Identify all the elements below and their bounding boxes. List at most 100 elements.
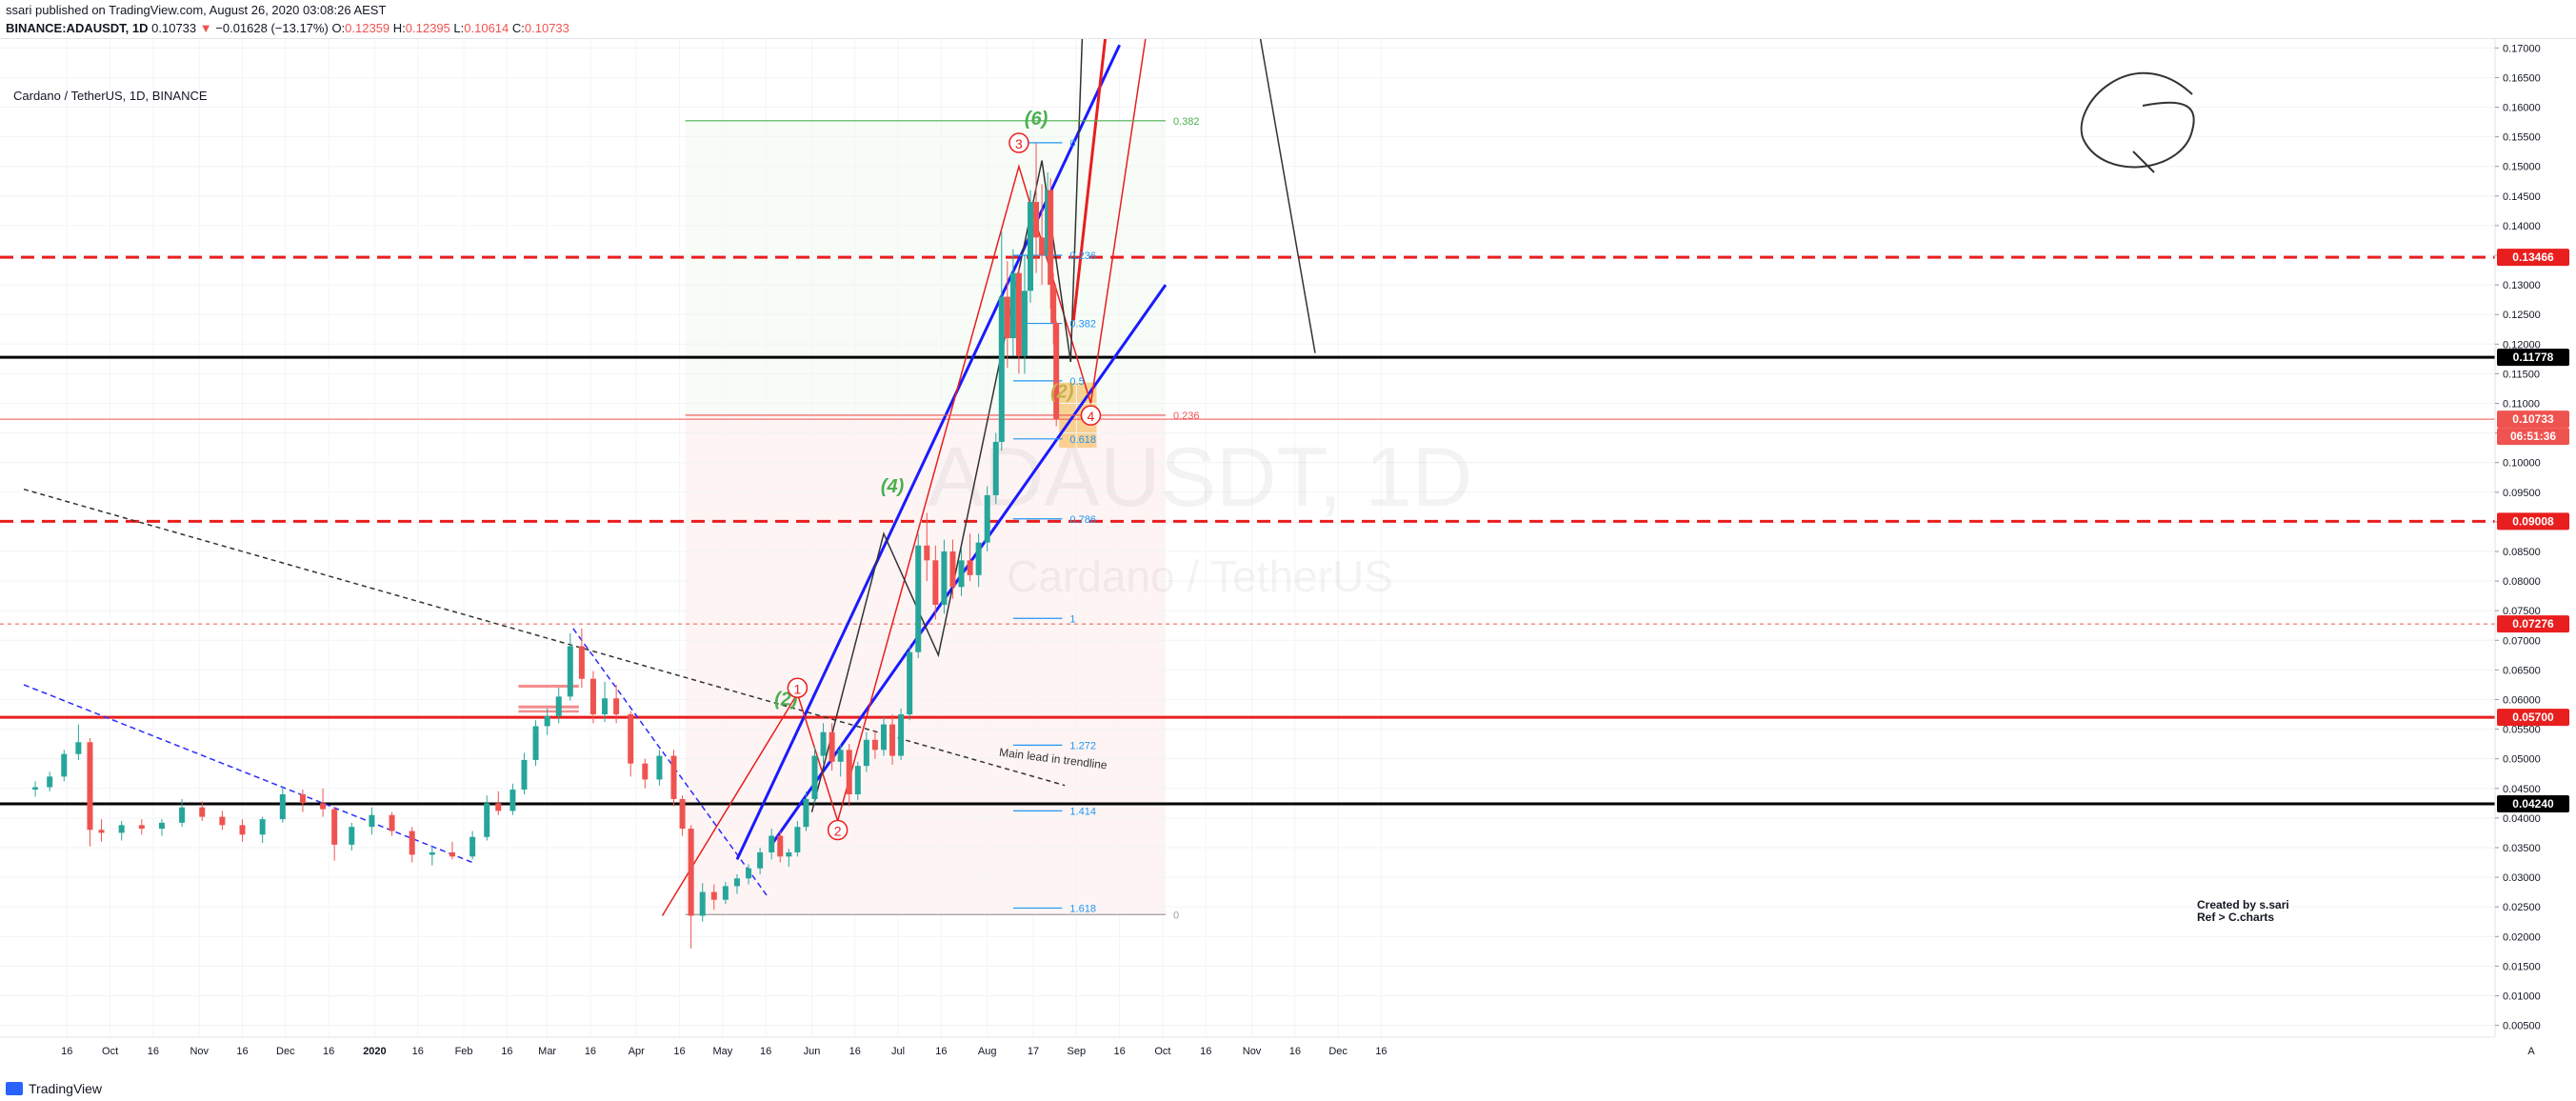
- candle-body: [602, 698, 609, 715]
- credit-note: Created by s.sari Ref > C.charts: [2197, 899, 2289, 924]
- y-tick-label: 0.12000: [2503, 339, 2541, 350]
- fib-level-label: 0.236: [1069, 250, 1096, 262]
- x-tick-label: 16: [673, 1046, 685, 1057]
- y-tick-label: 0.03500: [2503, 843, 2541, 854]
- y-tick-label: 0.13000: [2503, 280, 2541, 291]
- candle-body: [219, 816, 226, 826]
- y-tick-label: 0.05500: [2503, 725, 2541, 736]
- candle-body: [158, 822, 165, 830]
- candle-body: [628, 714, 634, 764]
- y-tick-label: 0.08500: [2503, 547, 2541, 558]
- wave-label: (2): [1050, 381, 1074, 402]
- dashed-blue-trendline-2: [572, 628, 769, 899]
- y-tick-label: 0.15000: [2503, 162, 2541, 173]
- credit-line-2: Ref > C.charts: [2197, 911, 2275, 924]
- candle-body: [369, 814, 375, 828]
- down-arrow-icon: ▼: [199, 21, 212, 35]
- y-tick-label: 0.16000: [2503, 103, 2541, 114]
- candle-body: [854, 766, 861, 794]
- candle-body: [949, 550, 956, 588]
- open-label: O:: [331, 21, 346, 35]
- candle-body: [429, 851, 435, 855]
- fib-extension-label: 0.382: [1173, 116, 1200, 128]
- y-tick-label: 0.09500: [2503, 488, 2541, 499]
- chart-area[interactable]: ADAUSDT, 1D Cardano / TetherUS Main lead …: [0, 38, 2576, 1087]
- candle-body: [279, 793, 286, 820]
- chart-header: ssari published on TradingView.com, Augu…: [0, 0, 2576, 38]
- countdown-label: 06:51:36: [2510, 430, 2556, 443]
- price-label-box: [2497, 794, 2569, 812]
- candle-body: [32, 787, 39, 791]
- candle-body: [967, 560, 973, 575]
- fib-level-label: 0.618: [1069, 434, 1096, 446]
- candle-body: [880, 724, 887, 751]
- y-tick-label: 0.10000: [2503, 458, 2541, 470]
- candle-body: [484, 803, 490, 837]
- y-tick-label: 0.16500: [2503, 72, 2541, 84]
- y-tick-label: 0.06000: [2503, 694, 2541, 706]
- candle-body: [449, 851, 455, 857]
- price-label: 0.05700: [2512, 711, 2554, 724]
- x-tick-label: 16: [412, 1046, 424, 1057]
- y-tick-label: 0.08000: [2503, 576, 2541, 588]
- price-label-box: [2497, 249, 2569, 267]
- candle-body: [613, 698, 620, 715]
- candle-body: [907, 651, 913, 715]
- y-tick-label: 0.06500: [2503, 665, 2541, 676]
- y-tick-label: 0.02500: [2503, 902, 2541, 913]
- x-tick-label: 16: [935, 1046, 947, 1057]
- fib-level-label: 0.786: [1069, 514, 1096, 526]
- fib-level-label: 1: [1069, 613, 1075, 625]
- y-tick-label: 0.04000: [2503, 813, 2541, 825]
- fib-zone-lower: [685, 414, 1166, 915]
- x-tick-label: Mar: [538, 1046, 556, 1057]
- candle-body: [567, 646, 573, 697]
- candle-body: [898, 714, 905, 756]
- candle-body: [889, 724, 896, 756]
- wave-label-circle: [1080, 405, 1102, 426]
- x-tick-label: 16: [760, 1046, 771, 1057]
- low-value: 0.10614: [464, 21, 509, 35]
- x-tick-label: Jul: [891, 1046, 905, 1057]
- candle-body: [863, 739, 869, 767]
- fib-level-label: 1.618: [1069, 903, 1096, 914]
- dashed-blue-trendline: [23, 684, 473, 864]
- price-label: 0.09008: [2512, 514, 2554, 528]
- candle-body: [746, 868, 752, 879]
- black-projection-line: [1259, 39, 1316, 353]
- y-tick-label: 0.01500: [2503, 961, 2541, 972]
- tradingview-logo[interactable]: TradingView: [6, 1081, 102, 1096]
- candle-body: [1028, 202, 1033, 291]
- price-label-box: [2497, 349, 2569, 367]
- x-tick-label: 16: [1113, 1046, 1125, 1057]
- x-tick-label: 16: [148, 1046, 159, 1057]
- candle-body: [1033, 202, 1040, 238]
- candle-body: [199, 807, 206, 817]
- candle-body: [846, 750, 852, 794]
- candle-body: [555, 696, 562, 716]
- candle-body: [1015, 272, 1022, 356]
- candle-body: [544, 715, 550, 727]
- y-tick-label: 0.14000: [2503, 221, 2541, 232]
- fib-extension-label: 0.236: [1173, 410, 1200, 422]
- last-price: 0.10733: [151, 21, 197, 35]
- x-tick-label: 16: [501, 1046, 512, 1057]
- close-value: 0.10733: [524, 21, 569, 35]
- x-tick-label: May: [712, 1046, 732, 1057]
- candle-body: [349, 827, 355, 845]
- candle-body: [1048, 190, 1054, 286]
- candle-body: [837, 750, 844, 762]
- candle-body: [532, 726, 539, 760]
- candle-body: [179, 807, 186, 823]
- y-tick-label: 0.11500: [2503, 369, 2540, 380]
- x-tick-label: Dec: [276, 1046, 295, 1057]
- wave-label: 2: [834, 824, 842, 839]
- chart-legend[interactable]: Cardano / TetherUS, 1D, BINANCE: [13, 89, 208, 103]
- candle-body: [794, 827, 801, 852]
- candle-body: [688, 829, 694, 916]
- x-tick-label: 16: [1375, 1046, 1387, 1057]
- candle-body: [1021, 290, 1028, 356]
- candle-body: [409, 831, 415, 855]
- candle-body: [1004, 296, 1010, 339]
